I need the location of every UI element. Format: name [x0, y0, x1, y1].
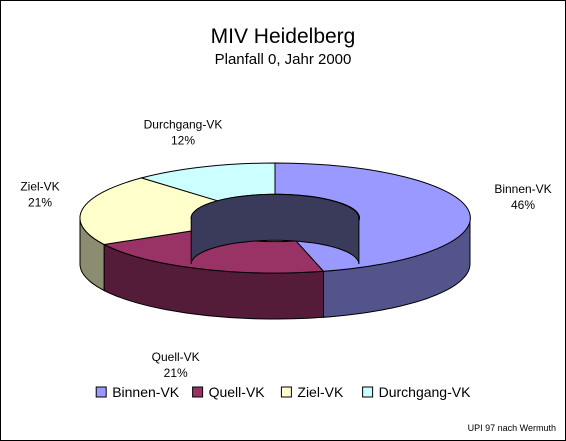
chart-title: MIV Heidelberg	[211, 25, 356, 48]
legend-label-binnen-vk: Binnen-VK	[112, 384, 180, 400]
pie-slices	[79, 162, 471, 320]
slice-label-ziel-vk: Ziel-VK	[20, 180, 59, 194]
slice-label-binnen-vk: Binnen-VK	[494, 182, 551, 196]
legend-swatch-binnen-vk	[95, 386, 107, 398]
source-credit: UPI 97 nach Wermuth	[468, 423, 556, 433]
slice-labels: Binnen-VK 46% Quell-VK 21% Ziel-VK 21% Durchga…	[20, 118, 551, 380]
chart-subtitle: Planfall 0, Jahr 2000	[215, 51, 352, 68]
slice-value-durchgang-vk: 12%	[171, 134, 195, 148]
slice-label-durchgang-vk: Durchgang-VK	[144, 118, 223, 132]
legend: Binnen-VK Quell-VK Ziel-VK Durchgang-VK	[95, 384, 471, 400]
slice-value-binnen-vk: 46%	[511, 198, 535, 212]
slice-value-quell-vk: 21%	[164, 366, 188, 380]
legend-label-durchgang-vk: Durchgang-VK	[379, 384, 471, 400]
legend-swatch-ziel-vk	[280, 386, 292, 398]
slice-value-ziel-vk: 21%	[28, 196, 52, 210]
ring-inner-wall	[190, 193, 360, 265]
legend-label-quell-vk: Quell-VK	[209, 384, 266, 400]
legend-swatch-durchgang-vk	[362, 386, 374, 398]
legend-swatch-quell-vk	[192, 386, 204, 398]
slice-label-quell-vk: Quell-VK	[152, 350, 200, 364]
legend-label-ziel-vk: Ziel-VK	[297, 384, 344, 400]
